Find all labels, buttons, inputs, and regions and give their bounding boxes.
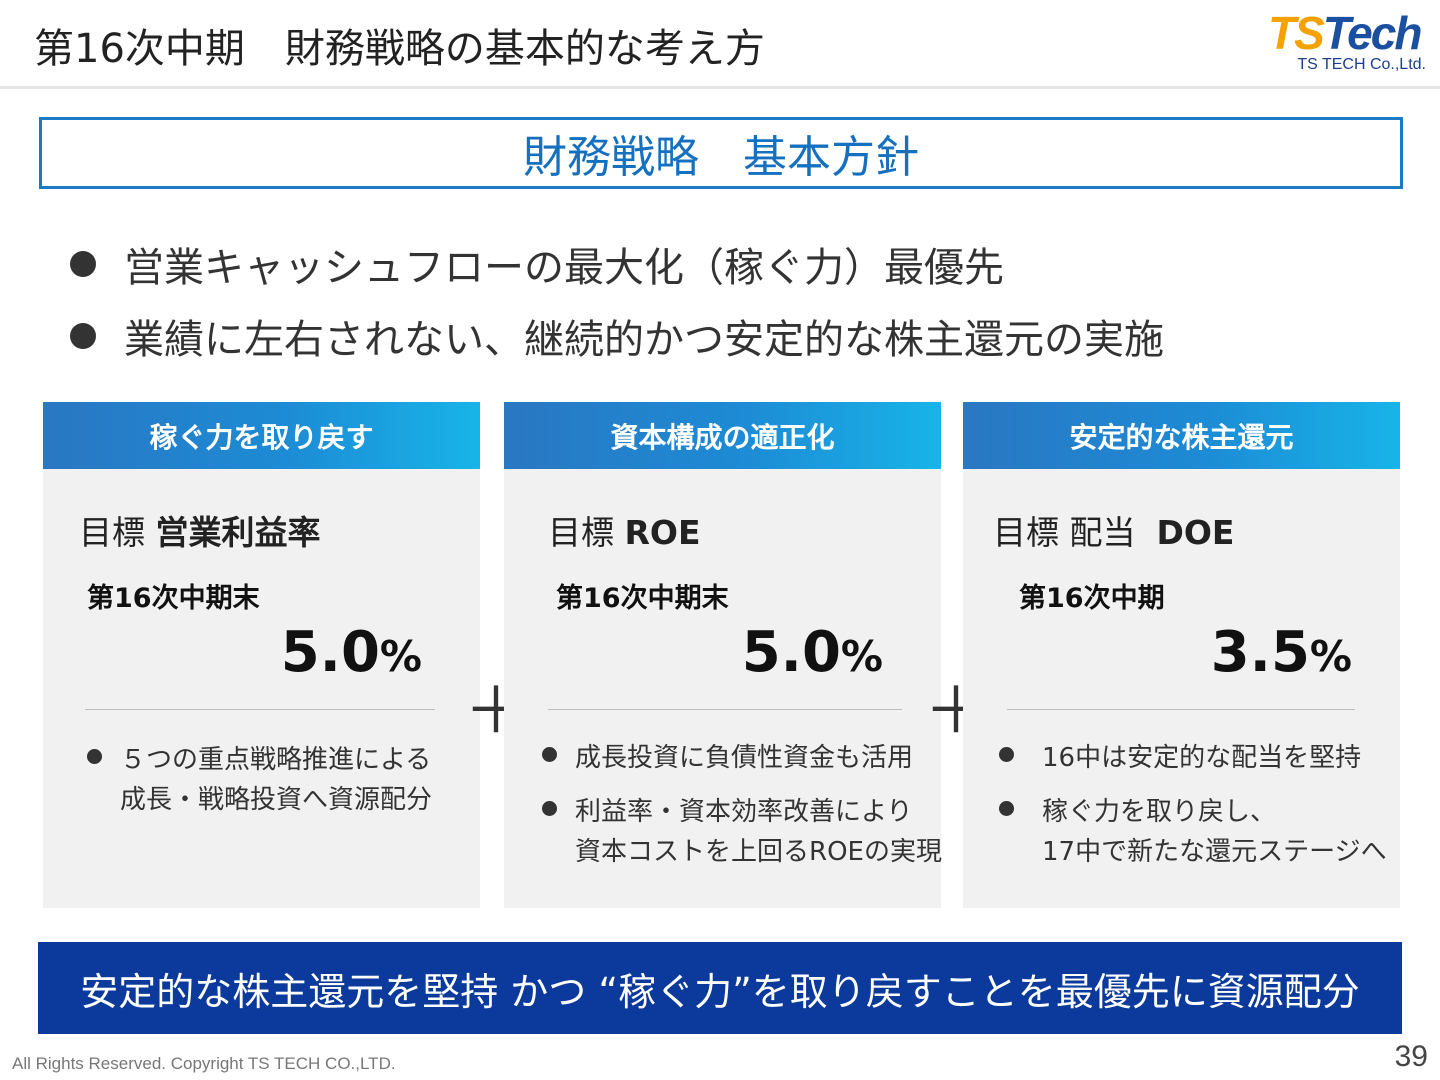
card-capital-structure: 資本構成の適正化 目標 ROE 第16次中期末 5.0% 成長投資に負債性資金も…	[504, 402, 942, 908]
card-divider	[548, 709, 902, 710]
card-notes: 成長投資に負債性資金も活用 利益率・資本効率改善により 資本コストを上回るROE…	[542, 738, 942, 886]
page-title: 第16次中期 財務戦略の基本的な考え方	[34, 26, 765, 72]
bullet-dot-icon	[999, 801, 1014, 816]
card-notes: 16中は安定的な配当を堅持 稼ぐ力を取り戻し、 17中で新たな還元ステージへ	[999, 738, 1387, 886]
bullet-dot-icon	[70, 251, 96, 277]
card-value: 5.0%	[741, 620, 883, 685]
summary-banner: 安定的な株主還元を堅持 かつ “稼ぐ力”を取り戻すことを最優先に資源配分	[38, 942, 1402, 1034]
card-header: 稼ぐ力を取り戻す	[43, 402, 480, 469]
page-number: 39	[1394, 1040, 1428, 1073]
policy-box: 財務戦略 基本方針	[39, 117, 1403, 189]
summary-banner-text: 安定的な株主還元を堅持 かつ “稼ぐ力”を取り戻すことを最優先に資源配分	[80, 969, 1360, 1014]
card-header: 安定的な株主還元	[963, 402, 1400, 469]
card-note: 成長投資に負債性資金も活用	[542, 738, 942, 778]
card-period: 第16次中期末	[556, 583, 729, 614]
card-earning-power: 稼ぐ力を取り戻す 目標 営業利益率 第16次中期末 5.0% ５つの重点戦略推進…	[43, 402, 480, 908]
card-note: ５つの重点戦略推進による 成長・戦略投資へ資源配分	[87, 740, 432, 820]
card-target: 目標 配当 DOE	[993, 513, 1235, 552]
bullet-dot-icon	[70, 323, 96, 349]
bullet-dot-icon	[542, 747, 557, 762]
card-note: 利益率・資本効率改善により 資本コストを上回るROEの実現	[542, 792, 942, 872]
card-note: 16中は安定的な配当を堅持	[999, 738, 1387, 778]
footer-copyright: All Rights Reserved. Copyright TS TECH C…	[12, 1054, 396, 1073]
policy-bullet: 営業キャッシュフローの最大化（稼ぐ力）最優先	[70, 228, 1164, 300]
policy-box-label: 財務戦略 基本方針	[523, 132, 919, 183]
card-shareholder-return: 安定的な株主還元 目標 配当 DOE 第16次中期 3.5% 16中は安定的な配…	[963, 402, 1400, 908]
card-value: 3.5%	[1210, 620, 1352, 685]
title-divider	[0, 86, 1440, 89]
card-note: 稼ぐ力を取り戻し、 17中で新たな還元ステージへ	[999, 792, 1387, 872]
card-value: 5.0%	[280, 620, 422, 685]
card-target: 目標 ROE	[548, 513, 701, 552]
bullet-dot-icon	[999, 747, 1014, 762]
policy-bullets: 営業キャッシュフローの最大化（稼ぐ力）最優先 業績に左右されない、継続的かつ安定…	[70, 228, 1164, 372]
bullet-dot-icon	[87, 749, 102, 764]
card-period: 第16次中期末	[87, 583, 260, 614]
card-target: 目標 営業利益率	[79, 513, 321, 552]
company-logo: TSTech TS TECH Co.,Ltd.	[1262, 6, 1432, 80]
card-header: 資本構成の適正化	[504, 402, 941, 469]
logo-company-name: TS TECH Co.,Ltd.	[1297, 56, 1426, 73]
card-divider	[1007, 709, 1355, 710]
bullet-dot-icon	[542, 801, 557, 816]
card-notes: ５つの重点戦略推進による 成長・戦略投資へ資源配分	[87, 740, 432, 834]
logo-mark: TSTech	[1268, 7, 1422, 59]
card-divider	[85, 709, 435, 710]
card-period: 第16次中期	[1019, 583, 1165, 614]
policy-bullet: 業績に左右されない、継続的かつ安定的な株主還元の実施	[70, 300, 1164, 372]
